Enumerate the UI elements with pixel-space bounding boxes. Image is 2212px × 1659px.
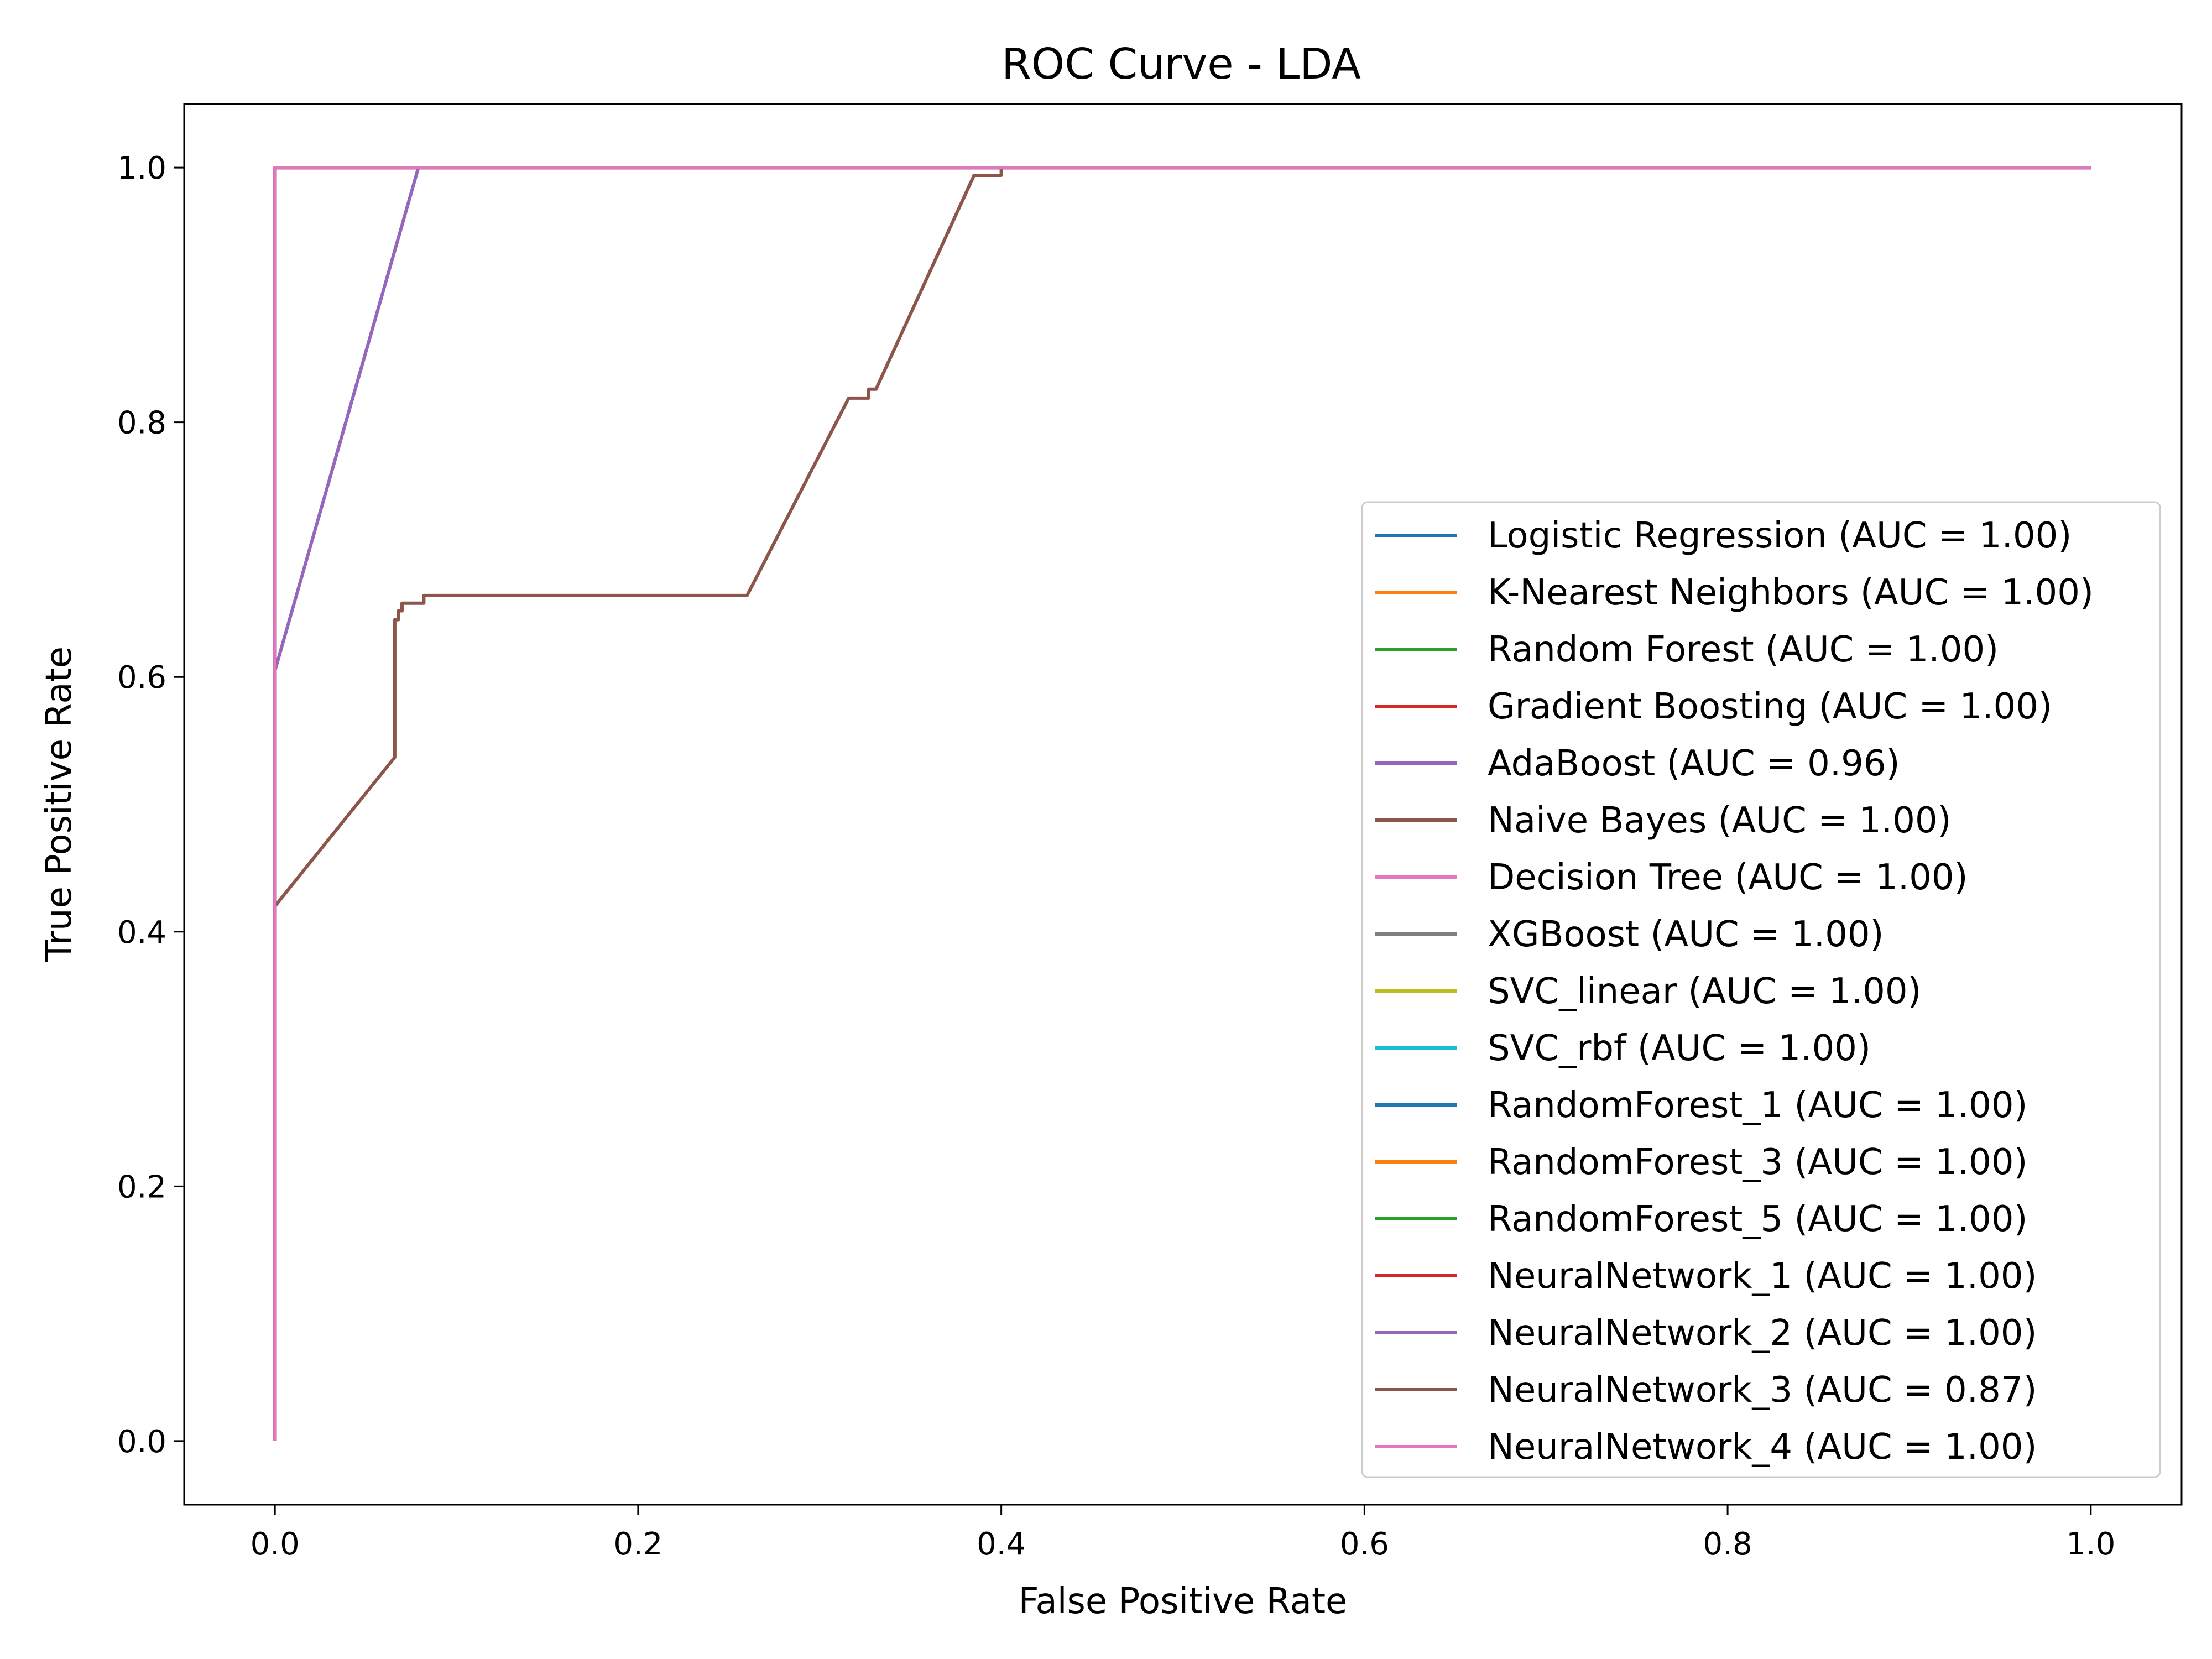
y-axis-ticks: 0.0 0.2 0.4 0.6 0.8 1.0 — [117, 150, 184, 1460]
y-tick-label: 0.8 — [117, 405, 166, 441]
legend-label: SVC_linear (AUC = 1.00) — [1488, 971, 1922, 1012]
legend-label: Naive Bayes (AUC = 1.00) — [1488, 800, 1952, 841]
series-line-17 — [273, 166, 2091, 1441]
x-tick-label: 1.0 — [2066, 1526, 2115, 1562]
x-tick-label: 0.6 — [1340, 1526, 1389, 1562]
legend-label: Random Forest (AUC = 1.00) — [1488, 629, 1999, 670]
y-tick-label: 0.6 — [117, 660, 166, 696]
legend-label: NeuralNetwork_3 (AUC = 0.87) — [1488, 1370, 2037, 1411]
legend: Logistic Regression (AUC = 1.00) K-Neares… — [1361, 501, 2161, 1478]
x-tick-label: 0.2 — [613, 1526, 662, 1562]
legend-label: AdaBoost (AUC = 0.96) — [1488, 743, 1900, 784]
legend-label: RandomForest_1 (AUC = 1.00) — [1488, 1085, 2028, 1126]
y-tick-label: 0.4 — [117, 915, 166, 951]
plot-lines — [273, 166, 2091, 1441]
legend-box — [1361, 501, 2161, 1478]
chart-title: ROC Curve - LDA — [1001, 40, 1361, 89]
legend-label: NeuralNetwork_1 (AUC = 1.00) — [1488, 1256, 2037, 1297]
x-tick-label: 0.4 — [977, 1526, 1026, 1562]
legend-label: Logistic Regression (AUC = 1.00) — [1488, 515, 2072, 556]
y-tick-label: 1.0 — [117, 150, 166, 186]
legend-label: NeuralNetwork_2 (AUC = 1.00) — [1488, 1313, 2037, 1354]
legend-label: K-Nearest Neighbors (AUC = 1.00) — [1488, 572, 2094, 613]
legend-label: NeuralNetwork_4 (AUC = 1.00) — [1488, 1427, 2037, 1468]
legend-label: XGBoost (AUC = 1.00) — [1488, 914, 1884, 955]
legend-label: Decision Tree (AUC = 1.00) — [1488, 857, 1968, 898]
y-tick-label: 0.0 — [117, 1424, 166, 1460]
x-axis-title: False Positive Rate — [1019, 1581, 1348, 1622]
plot-frame — [183, 103, 2183, 1506]
x-tick-label: 0.0 — [251, 1526, 300, 1562]
legend-label: RandomForest_3 (AUC = 1.00) — [1488, 1142, 2028, 1183]
x-axis-ticks: 0.0 0.2 0.4 0.6 0.8 1.0 — [251, 1505, 2115, 1562]
legend-label: Gradient Boosting (AUC = 1.00) — [1488, 686, 2052, 727]
series-line-16 — [273, 166, 2091, 1441]
legend-label: SVC_rbf (AUC = 1.00) — [1488, 1028, 1871, 1069]
y-axis-title: True Positive Rate — [39, 646, 80, 962]
y-tick-label: 0.2 — [117, 1169, 166, 1205]
x-tick-label: 0.8 — [1703, 1526, 1752, 1562]
legend-label: RandomForest_5 (AUC = 1.00) — [1488, 1199, 2028, 1240]
